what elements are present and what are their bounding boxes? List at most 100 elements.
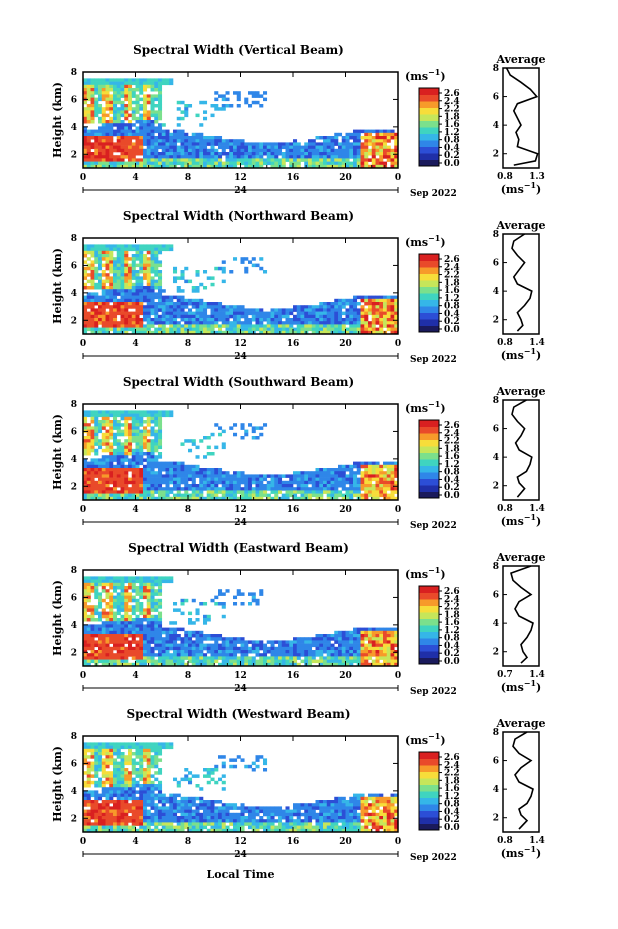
heatmap-cell (229, 139, 234, 143)
heatmap-cell (394, 330, 399, 335)
heatmap-cell (394, 142, 399, 146)
heatmap-cell (105, 257, 110, 261)
heatmap-cell (281, 640, 286, 644)
heatmap-cell (135, 129, 140, 134)
heatmap-cell (131, 439, 136, 443)
heatmap-cell (150, 311, 155, 316)
heatmap-cell (199, 493, 204, 498)
y-tick-label: 2 (71, 316, 77, 326)
heatmap-cell (379, 656, 384, 660)
heatmap-cell (326, 496, 331, 501)
heatmap-cell (139, 164, 144, 169)
heatmap-cell (135, 318, 140, 322)
heatmap-cell (319, 321, 324, 325)
heatmap-cell (371, 308, 376, 312)
heatmap-cell (131, 295, 136, 300)
heatmap-cell (120, 656, 125, 660)
heatmap-cell (128, 653, 133, 657)
heatmap-cell (394, 487, 399, 491)
heatmap-cell (113, 439, 118, 443)
heatmap-cell (109, 448, 114, 453)
heatmap-cell (101, 289, 106, 293)
heatmap-cell (375, 161, 380, 166)
heatmap-cell (150, 260, 155, 264)
heatmap-cell (188, 656, 193, 660)
heatmap-cell (135, 416, 140, 421)
heatmap-cell (263, 152, 268, 156)
heatmap-cell (139, 324, 144, 328)
heatmap-cell (394, 302, 399, 306)
heatmap-cell (113, 432, 118, 437)
heatmap-cell (229, 640, 234, 644)
heatmap-cell (255, 318, 260, 322)
heatmap-cell (383, 305, 388, 309)
heatmap-cell (150, 298, 155, 303)
heatmap-cell (135, 161, 140, 166)
heatmap-cell (379, 295, 384, 300)
heatmap-cell (150, 139, 155, 143)
heatmap-cell (143, 116, 148, 121)
heatmap-cell (105, 439, 110, 443)
heatmap-cell (154, 88, 159, 92)
heatmap-cell (248, 484, 253, 488)
heatmap-cell (356, 142, 361, 146)
heatmap-cell (364, 298, 369, 303)
heatmap-cell (169, 327, 174, 332)
heatmap-cell (113, 286, 118, 290)
heatmap-cell (113, 273, 118, 277)
heatmap-cell (86, 164, 91, 169)
heatmap-cell (116, 496, 121, 501)
heatmap-cell (225, 327, 230, 332)
heatmap-cell (146, 145, 151, 150)
heatmap-cell (296, 484, 301, 488)
heatmap-cell (90, 458, 95, 462)
heatmap-cell (158, 579, 163, 584)
heatmap-cell (83, 592, 88, 596)
heatmap-cell (371, 164, 376, 169)
heatmap-cell (135, 107, 140, 111)
heatmap-cell (304, 490, 309, 494)
heatmap-cell (289, 643, 294, 648)
heatmap-cell (124, 295, 129, 300)
heatmap-cell (383, 471, 388, 475)
heatmap-cell (120, 136, 125, 140)
heatmap-cell (98, 155, 103, 159)
heatmap-cell (379, 646, 384, 651)
heatmap-cell (225, 471, 230, 475)
heatmap-cell (128, 586, 133, 590)
heatmap-cell (308, 490, 313, 494)
heatmap-cell (128, 247, 133, 252)
heatmap-cell (248, 480, 253, 485)
heatmap-cell (113, 330, 118, 335)
heatmap-cell (368, 490, 373, 494)
heatmap-cell (83, 436, 88, 440)
heatmap-cell (90, 442, 95, 446)
heatmap-cell (154, 621, 159, 625)
heatmap-cell (113, 637, 118, 641)
heatmap-cell (199, 327, 204, 332)
heatmap-cell (274, 148, 279, 153)
heatmap-cell (210, 662, 215, 667)
heatmap-cell (300, 484, 305, 488)
heatmap-cell (120, 139, 125, 143)
heatmap-cell (270, 480, 275, 485)
heatmap-cell (289, 474, 294, 478)
heatmap-cell (394, 484, 399, 488)
heatmap-cell (203, 484, 208, 488)
heatmap-cell (120, 637, 125, 641)
heatmap-cell (364, 132, 369, 137)
heatmap-cell (259, 643, 264, 648)
heatmap-cell (139, 129, 144, 134)
heatmap-cell (266, 646, 271, 651)
colorbar-tick-label: 0.8 (444, 136, 460, 146)
heatmap-cell (214, 308, 219, 312)
heatmap-cell (120, 582, 125, 587)
heatmap-cell (98, 490, 103, 494)
heatmap-cell (364, 477, 369, 482)
heatmap-cell (120, 298, 125, 303)
heatmap-cell (251, 91, 256, 95)
heatmap-cell (255, 640, 260, 644)
heatmap-cell (105, 630, 110, 635)
heatmap-cell (233, 330, 238, 335)
heatmap-cell (188, 298, 193, 303)
